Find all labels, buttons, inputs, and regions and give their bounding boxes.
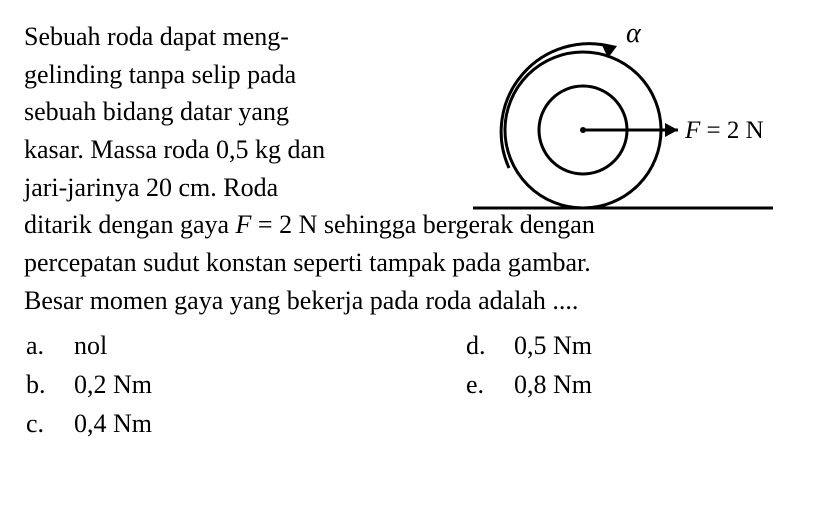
wrapped-text: Sebuah roda dapat meng- gelinding tanpa … — [24, 18, 464, 206]
force-label: F = 2 N — [684, 117, 764, 144]
option-value: nol — [74, 326, 464, 365]
option-c: c. 0,4 Nm — [24, 404, 464, 443]
rotation-arc — [501, 44, 613, 168]
option-letter: b. — [24, 365, 74, 404]
content-area: α F = 2 N Sebuah roda dapat meng- gelind… — [24, 18, 803, 443]
option-a: a. nol — [24, 326, 464, 365]
force-variable: F — [236, 210, 252, 239]
option-value: 0,8 Nm — [514, 365, 803, 404]
answer-options: a. nol b. 0,2 Nm c. 0,4 Nm d. 0,5 Nm e. … — [24, 326, 803, 443]
problem-full-3: Besar momen gaya yang bekerja pada roda … — [24, 282, 803, 320]
problem-line-4: kasar. Massa roda 0,5 kg dan — [24, 131, 464, 169]
problem-line-2: gelinding tanpa selip pada — [24, 56, 464, 94]
option-value: 0,4 Nm — [74, 404, 464, 443]
options-column-right: d. 0,5 Nm e. 0,8 Nm — [464, 326, 803, 443]
option-d: d. 0,5 Nm — [464, 326, 803, 365]
alpha-label: α — [626, 18, 642, 49]
option-letter: e. — [464, 365, 514, 404]
problem-full-2: percepatan sudut konstan seperti tampak … — [24, 244, 803, 282]
option-e: e. 0,8 Nm — [464, 365, 803, 404]
option-letter: c. — [24, 404, 74, 443]
option-value: 0,2 Nm — [74, 365, 464, 404]
options-column-left: a. nol b. 0,2 Nm c. 0,4 Nm — [24, 326, 464, 443]
physics-diagram: α F = 2 N — [463, 18, 783, 238]
force-arrowhead — [665, 123, 678, 137]
option-letter: d. — [464, 326, 514, 365]
problem-line-3: sebuah bidang datar yang — [24, 93, 464, 131]
problem-line-5: jari-jarinya 20 cm. Roda — [24, 169, 464, 207]
option-letter: a. — [24, 326, 74, 365]
option-b: b. 0,2 Nm — [24, 365, 464, 404]
text-segment: ditarik dengan gaya — [24, 210, 236, 239]
option-value: 0,5 Nm — [514, 326, 803, 365]
problem-line-1: Sebuah roda dapat meng- — [24, 18, 464, 56]
